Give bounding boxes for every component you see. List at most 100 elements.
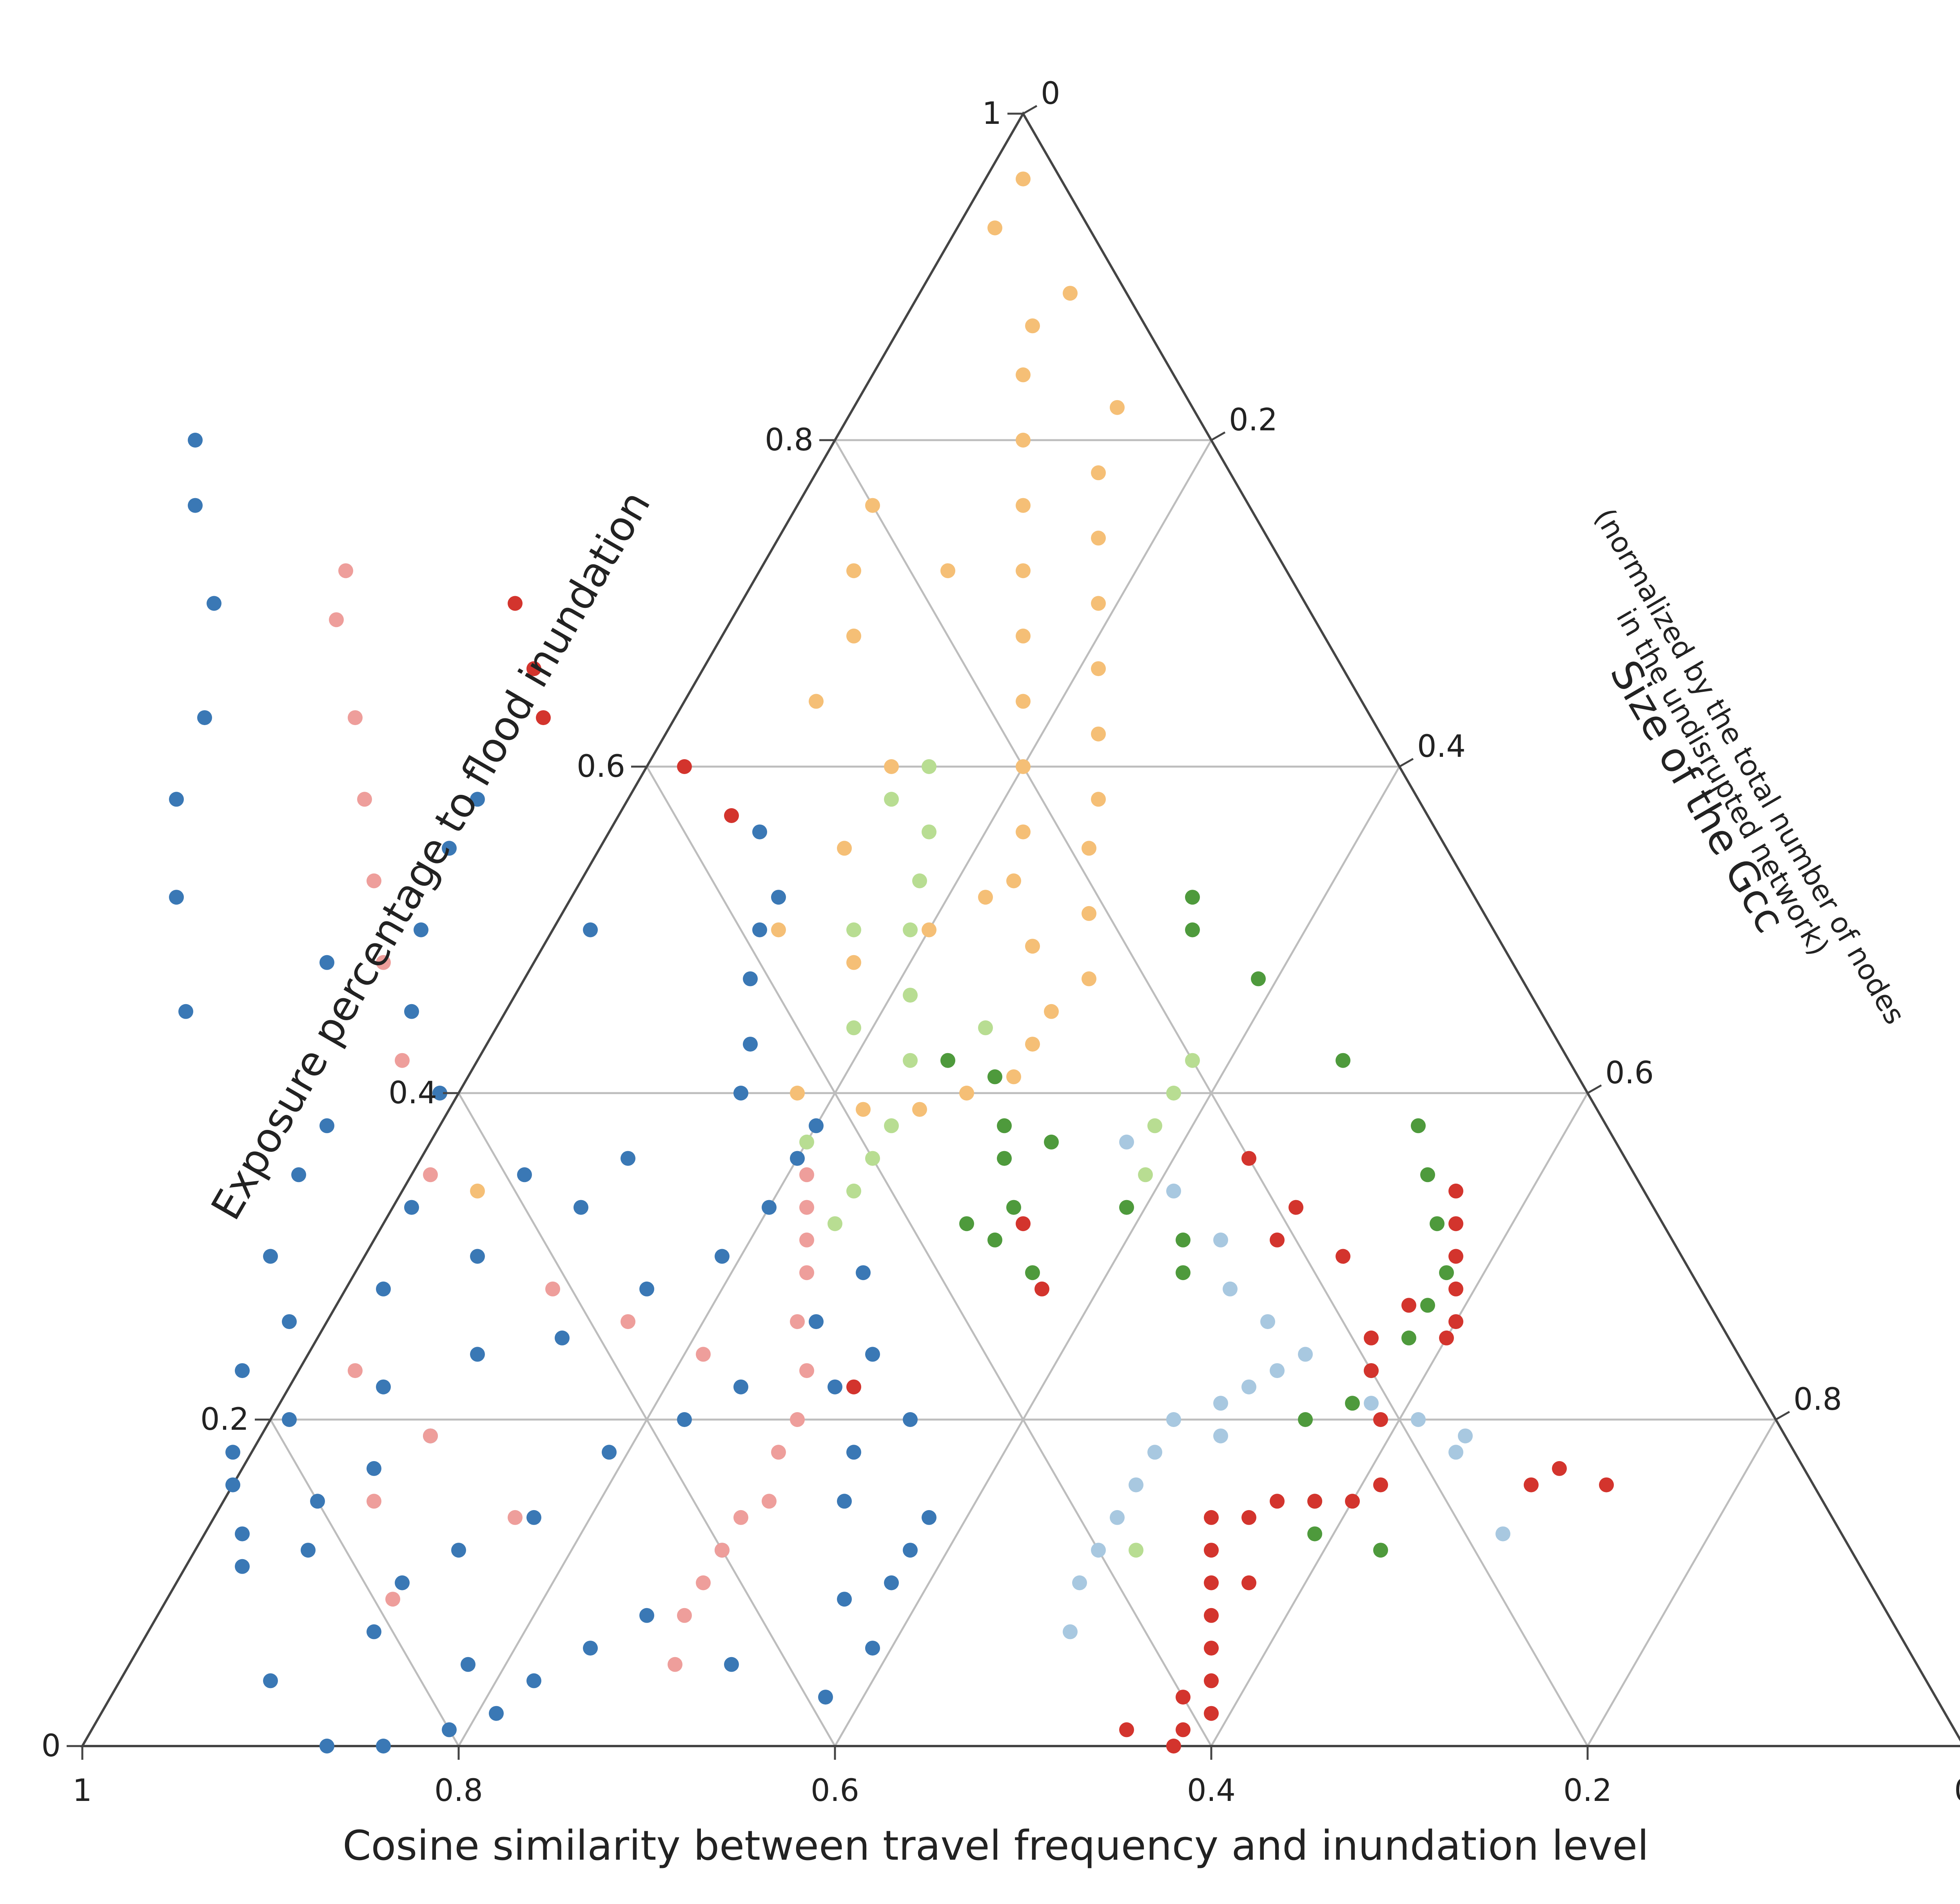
scatter-point	[987, 1069, 1002, 1084]
scatter-point	[291, 1167, 306, 1182]
grid-line	[1210, 1092, 1589, 1747]
scatter-point	[790, 1314, 805, 1329]
scatter-point	[1241, 1151, 1256, 1166]
scatter-point	[423, 1428, 438, 1443]
scatter-point	[856, 1102, 871, 1117]
scatter-point	[1185, 1053, 1200, 1068]
scatter-point	[1016, 824, 1031, 840]
scatter-point	[1298, 1412, 1313, 1427]
scatter-point	[1185, 890, 1200, 905]
scatter-point	[922, 759, 936, 774]
right-tick-label: 0	[1041, 76, 1060, 111]
scatter-point	[1448, 1183, 1463, 1199]
scatter-point	[1251, 971, 1266, 986]
scatter-point	[799, 1363, 814, 1378]
scatter-point	[376, 1739, 391, 1753]
scatter-point	[733, 1510, 748, 1525]
scatter-point	[1270, 1232, 1285, 1248]
scatter-point	[319, 1118, 334, 1133]
scatter-point	[526, 1673, 541, 1688]
scatter-point	[235, 1559, 250, 1574]
scatter-point	[1204, 1641, 1219, 1656]
scatter-point	[677, 1412, 692, 1427]
scatter-point	[1138, 1167, 1153, 1182]
scatter-point	[987, 1232, 1002, 1248]
scatter-point	[639, 1281, 654, 1297]
scatter-point	[1016, 1216, 1031, 1231]
scatter-point	[846, 1379, 861, 1394]
scatter-point	[1213, 1232, 1228, 1248]
scatter-point	[1166, 1183, 1181, 1199]
scatter-point	[376, 955, 391, 970]
scatter-point	[470, 1347, 485, 1362]
scatter-point	[1082, 971, 1096, 986]
scatter-point	[545, 1281, 560, 1297]
scatter-point	[1599, 1477, 1614, 1492]
left-tick-label: 0.2	[200, 1402, 249, 1437]
scatter-point	[733, 1086, 748, 1101]
left-tick-label: 0.6	[577, 749, 625, 784]
scatter-point	[733, 1379, 748, 1394]
scatter-point	[1364, 1363, 1379, 1378]
scatter-point	[903, 922, 918, 937]
scatter-point	[282, 1412, 297, 1427]
scatter-point	[799, 1265, 814, 1280]
scatter-point	[799, 1167, 814, 1182]
scatter-point	[385, 1592, 400, 1607]
scatter-point	[903, 1412, 918, 1427]
scatter-point	[884, 759, 899, 774]
scatter-point	[696, 1575, 711, 1590]
right-tick-label: 0.6	[1605, 1055, 1654, 1091]
scatter-point	[1091, 1543, 1106, 1558]
scatter-point	[1420, 1167, 1435, 1182]
scatter-point	[1298, 1347, 1313, 1362]
scatter-point	[978, 890, 993, 905]
left-tick-label: 0.4	[388, 1075, 437, 1111]
scatter-point	[837, 841, 852, 856]
scatter-point	[1129, 1477, 1143, 1492]
scatter-point	[301, 1543, 316, 1558]
grid-line	[1586, 1419, 1777, 1747]
scatter-point	[639, 1608, 654, 1623]
scatter-point	[668, 1657, 682, 1672]
scatter-point	[677, 759, 692, 774]
scatter-point	[1166, 1739, 1181, 1753]
right-axis-subtitle-line-1: (normalized by the total number of nodes	[1588, 503, 1912, 1030]
scatter-point	[508, 1510, 523, 1525]
scatter-point	[1091, 726, 1106, 742]
scatter-point	[423, 1167, 438, 1182]
scatter-point	[367, 1494, 381, 1509]
scatter-point	[1016, 694, 1031, 709]
scatter-point	[1147, 1118, 1162, 1133]
right-tick-label: 0.4	[1417, 729, 1466, 764]
grid	[269, 439, 1777, 1747]
scatter-point	[1448, 1314, 1463, 1329]
scatter-point	[263, 1673, 278, 1688]
right-tick-mark	[1399, 758, 1414, 768]
scatter-point	[903, 1053, 918, 1068]
bottom-tick-label: 0.2	[1563, 1773, 1612, 1808]
scatter-point	[884, 792, 899, 807]
scatter-point	[1524, 1477, 1539, 1492]
scatter-point	[329, 612, 344, 627]
scatter-point	[1044, 1134, 1059, 1150]
scatter-point	[884, 1575, 899, 1590]
scatter-point	[940, 1053, 955, 1068]
scatter-point	[1166, 1412, 1181, 1427]
scatter-point	[508, 596, 523, 611]
scatter-point	[790, 1412, 805, 1427]
scatter-point	[1025, 1037, 1040, 1052]
scatter-point	[310, 1494, 325, 1509]
scatter-point	[771, 922, 786, 937]
scatter-point	[348, 1363, 363, 1378]
scatter-point	[282, 1314, 297, 1329]
scatter-point	[1016, 563, 1031, 578]
scatter-point	[225, 1477, 240, 1492]
scatter-point	[1016, 171, 1031, 187]
scatter-point	[1176, 1690, 1191, 1705]
scatter-point	[1448, 1445, 1463, 1460]
scatter-point	[1110, 400, 1125, 415]
scatter-point	[470, 792, 485, 807]
scatter-point	[799, 1200, 814, 1215]
